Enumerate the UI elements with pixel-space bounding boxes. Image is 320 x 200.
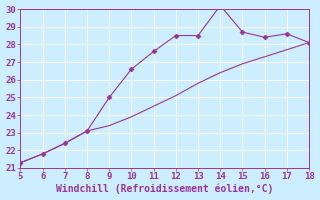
X-axis label: Windchill (Refroidissement éolien,°C): Windchill (Refroidissement éolien,°C) — [56, 184, 274, 194]
